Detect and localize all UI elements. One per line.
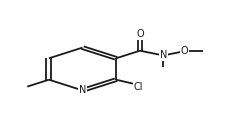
Text: Cl: Cl — [134, 82, 143, 92]
Text: N: N — [160, 50, 167, 60]
Text: O: O — [136, 29, 144, 39]
Text: O: O — [181, 46, 188, 56]
Text: N: N — [79, 85, 86, 95]
